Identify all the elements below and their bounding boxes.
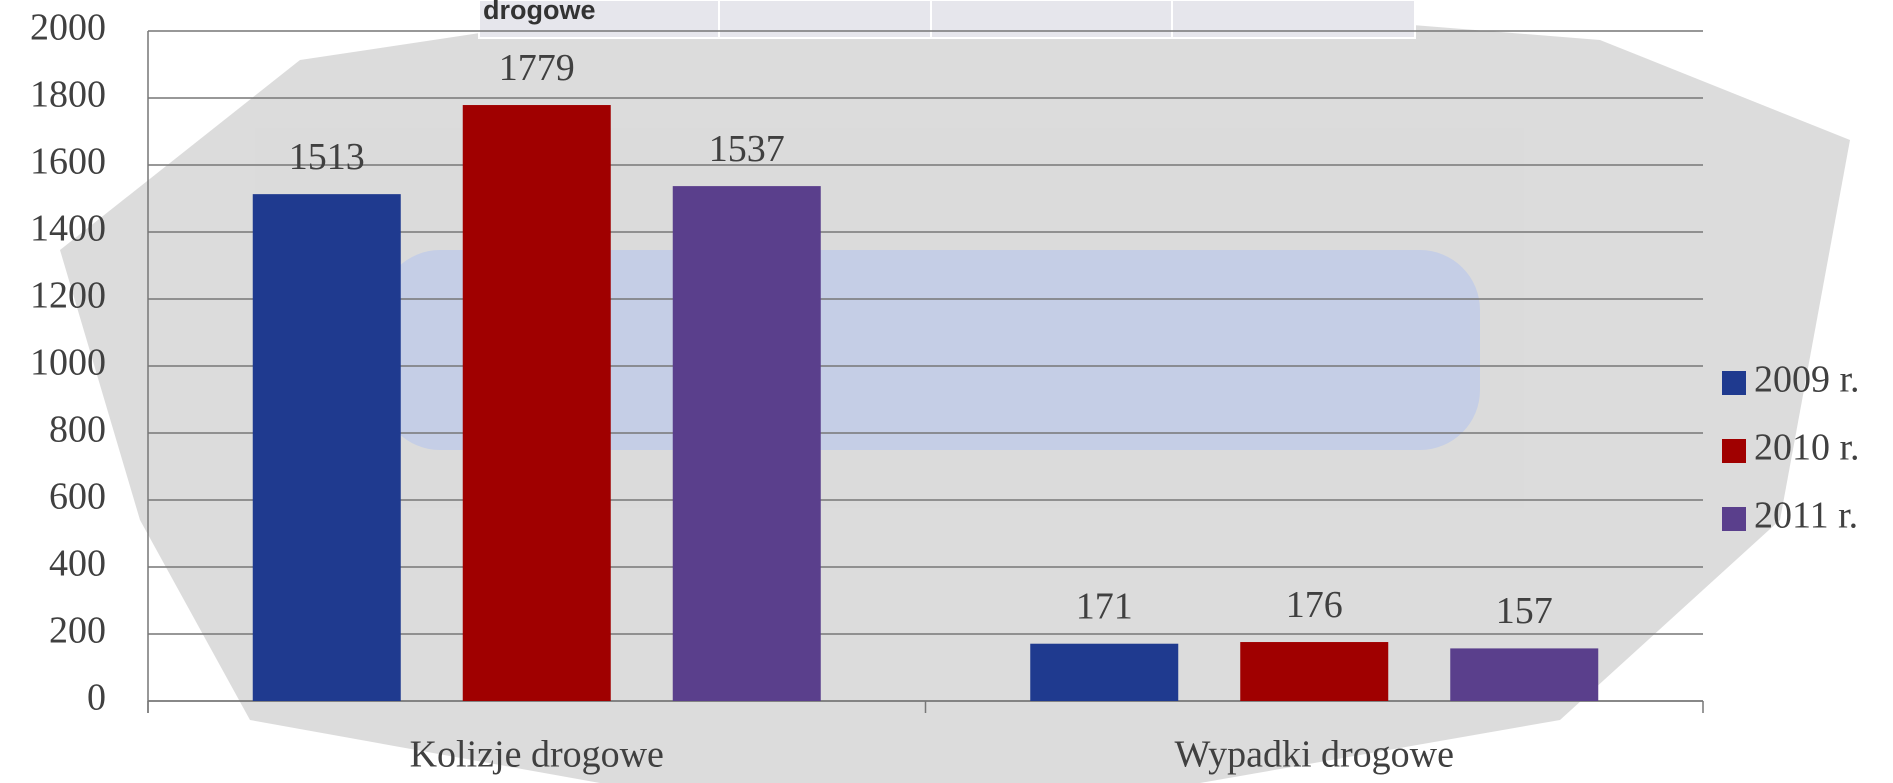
y-tick-label: 1800 bbox=[30, 74, 106, 116]
legend-label: 2010 r. bbox=[1754, 427, 1860, 469]
y-tick-label: 1600 bbox=[30, 141, 106, 183]
table-cell: drogowe bbox=[483, 0, 596, 25]
data-label: 1537 bbox=[709, 128, 785, 170]
data-label: 176 bbox=[1286, 584, 1343, 626]
x-tick-label: Kolizje drogowe bbox=[410, 734, 664, 776]
y-tick-label: 1200 bbox=[30, 275, 106, 317]
legend-label: 2011 r. bbox=[1754, 495, 1858, 537]
y-tick-label: 2000 bbox=[30, 7, 106, 49]
data-label: 1779 bbox=[499, 47, 575, 89]
data-label: 1513 bbox=[289, 136, 365, 178]
bar bbox=[1030, 644, 1178, 701]
bar bbox=[253, 194, 401, 701]
legend-swatch bbox=[1722, 507, 1746, 531]
bar bbox=[673, 186, 821, 701]
overlay-table: drogowe bbox=[479, 0, 1415, 38]
y-tick-label: 1400 bbox=[30, 208, 106, 250]
bar bbox=[1450, 648, 1598, 701]
legend-swatch bbox=[1722, 439, 1746, 463]
x-tick-label: Wypadki drogowe bbox=[1175, 734, 1454, 776]
data-label: 171 bbox=[1076, 585, 1133, 627]
y-tick-label: 600 bbox=[49, 476, 106, 518]
legend-swatch bbox=[1722, 371, 1746, 395]
y-tick-label: 1000 bbox=[30, 342, 106, 384]
y-tick-label: 400 bbox=[49, 543, 106, 585]
bar bbox=[1240, 642, 1388, 701]
data-label: 157 bbox=[1496, 590, 1553, 632]
bar bbox=[463, 105, 611, 701]
y-tick-label: 200 bbox=[49, 610, 106, 652]
y-tick-label: 0 bbox=[87, 677, 106, 719]
y-tick-label: 800 bbox=[49, 409, 106, 451]
legend-label: 2009 r. bbox=[1754, 359, 1860, 401]
chart: drogowe 0 200 400 600 800 1000 1200 1400 1600 180… bbox=[0, 0, 1893, 783]
